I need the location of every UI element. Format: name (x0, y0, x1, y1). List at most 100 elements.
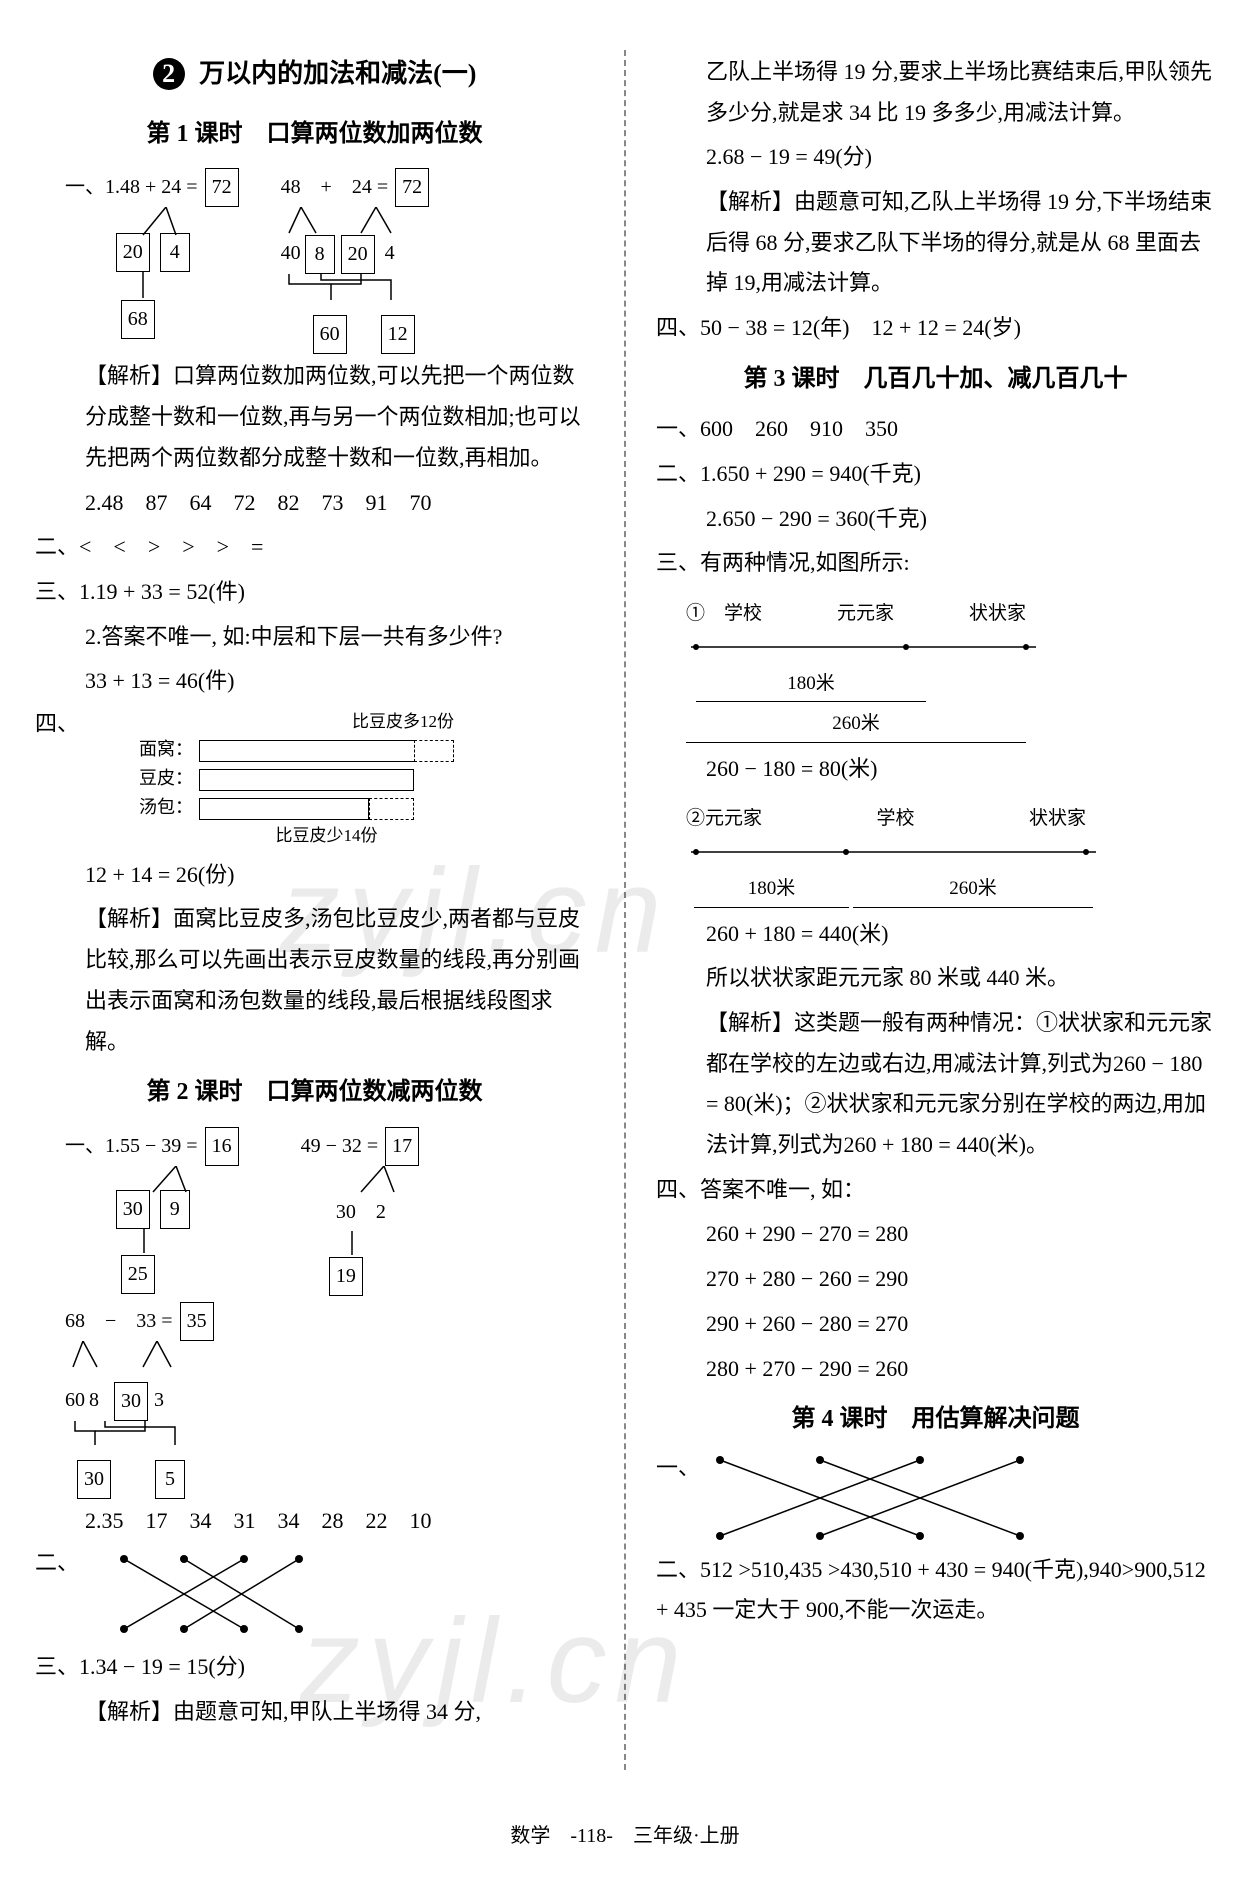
answer-row: 2.650 − 290 = 360(千克) (656, 499, 1215, 540)
chapter-number-badge: 2 (153, 58, 185, 90)
answer-row: 三、有两种情况,如图所示: (656, 543, 1215, 584)
nl-label: 学校 (876, 801, 914, 836)
val: 40 (281, 235, 301, 274)
lesson4-title: 第 4 课时 用估算解决问题 (656, 1397, 1215, 1441)
conclusion: 所以状状家距元元家 80 米或 440 米。 (656, 958, 1215, 999)
number-line-2: ②元元家 学校 状状家 180米 260米 (686, 801, 1215, 907)
nl-axis (686, 845, 1106, 859)
note: 比豆皮少14份 (199, 822, 454, 849)
bar (199, 769, 414, 791)
nl-label: 元元家 (837, 596, 894, 631)
bar (199, 798, 369, 820)
merge-lines (281, 274, 451, 302)
answer-row: 三、1.34 − 19 = 15(分) (35, 1647, 594, 1688)
bar-gap (369, 798, 414, 820)
val: 30 (336, 1201, 356, 1223)
box: 4 (160, 233, 190, 272)
chapter-title: 2 万以内的加法和减法(一) (35, 50, 594, 98)
val: 60 (65, 1382, 85, 1421)
explanation: 【解析】由题意可知,乙队上半场得 19 分,下半场结束后得 68 分,要求乙队下… (656, 182, 1215, 304)
left-column: 2 万以内的加法和减法(一) 第 1 课时 口算两位数加两位数 一、1.48 +… (35, 50, 594, 1770)
answer-row: 33 + 13 = 46(件) (35, 661, 594, 702)
lesson1-title: 第 1 课时 口算两位数加两位数 (35, 112, 594, 156)
bar-label: 豆皮： (139, 764, 199, 793)
nl-len: 180米 (748, 878, 796, 899)
answer-row: 2.35 17 34 31 34 28 22 10 (35, 1501, 594, 1542)
section-label: 一、 (656, 1448, 700, 1489)
box: 68 (121, 300, 155, 339)
answer-row: 二、512 >510,435 >430,510 + 430 = 940(千克),… (656, 1550, 1215, 1631)
decomp-diagram-1: 一、1.48 + 24 = 72 204 68 48 + 24 = 72 40 … (65, 162, 594, 354)
explanation-cont: 乙队上半场得 19 分,要求上半场比赛结束后,甲队领先多少分,就是求 34 比 … (656, 52, 1215, 133)
matching-diagram (109, 1549, 309, 1639)
bar-label: 汤包： (139, 793, 199, 822)
merge-line (118, 1229, 188, 1255)
box: 20 (341, 235, 375, 274)
answer-box: 16 (205, 1127, 239, 1166)
val: 4 (385, 235, 395, 274)
answer-box: 17 (385, 1127, 419, 1166)
answer-row: 2.答案不唯一, 如:中层和下层一共有多少件? (35, 617, 594, 658)
eq: 一、1.55 − 39 = (65, 1135, 198, 1157)
section-label: 二、 (35, 1543, 79, 1584)
box: 8 (305, 235, 335, 274)
val: 8 (89, 1382, 99, 1421)
box: 12 (381, 315, 415, 354)
nl-len: 260米 (949, 878, 997, 899)
bar (199, 740, 414, 762)
matching-diagram (700, 1448, 1060, 1548)
nl-label: ②元元家 (686, 801, 762, 836)
explanation: 【解析】由题意可知,甲队上半场得 34 分, (35, 1692, 594, 1733)
page-footer: 数学 -118- 三年级·上册 (0, 1818, 1250, 1855)
lesson2-title: 第 2 课时 口算两位数减两位数 (35, 1070, 594, 1114)
split-lines (65, 1341, 235, 1369)
cross-diagram-section: 二、 (35, 1543, 594, 1645)
answer-box: 72 (395, 168, 429, 207)
note: 比豆皮多12份 (139, 708, 454, 735)
answer-row: 一、600 260 910 350 (656, 409, 1215, 450)
bar-label: 面窝： (139, 735, 199, 764)
nl-label: 状状家 (1029, 801, 1086, 836)
answer-row: 260 + 290 − 270 = 280 (656, 1214, 1215, 1255)
answer-row: 四、50 − 38 = 12(年) 12 + 12 = 24(岁) (656, 308, 1215, 349)
bar-extra (414, 740, 454, 762)
nl-len: 180米 (787, 673, 835, 694)
box: 19 (329, 1257, 363, 1296)
box: 25 (121, 1255, 155, 1294)
nl-len: 260米 (832, 713, 880, 734)
section-label: 四、 (35, 704, 79, 745)
split-lines (326, 1166, 396, 1194)
eq: 48 + 24 = (281, 176, 389, 198)
merge-line (118, 272, 188, 300)
nl-label: ① 学校 (686, 596, 762, 631)
number-line-1: ① 学校 元元家 状状家 180米 260米 (686, 596, 1215, 743)
lesson3-title: 第 3 课时 几百几十加、减几百几十 (656, 357, 1215, 401)
answer-box: 72 (205, 168, 239, 207)
merge-line (326, 1231, 396, 1257)
answer-row: 四、答案不唯一, 如： (656, 1170, 1215, 1211)
answer-box: 35 (180, 1302, 214, 1341)
decomp-diagram-2: 一、1.55 − 39 = 16 309 25 49 − 32 = 17 30 … (65, 1121, 594, 1296)
answer-row: 260 − 180 = 80(米) (656, 749, 1215, 790)
explanation: 【解析】这类题一般有两种情况：①状状家和元元家都在学校的左边或右边,用减法计算,… (656, 1003, 1215, 1166)
right-column: 乙队上半场得 19 分,要求上半场比赛结束后,甲队领先多少分,就是求 34 比 … (656, 50, 1215, 1770)
box: 5 (155, 1460, 185, 1499)
eq: 68 − 33 = (65, 1310, 173, 1332)
cross-diagram-section: 一、 (656, 1448, 1215, 1548)
answer-row: 260 + 180 = 440(米) (656, 914, 1215, 955)
val: 3 (154, 1382, 164, 1421)
answer-row: 2.48 87 64 72 82 73 91 70 (35, 483, 594, 524)
box: 20 (116, 233, 150, 272)
box: 9 (160, 1190, 190, 1229)
explanation: 【解析】面窝比豆皮多,汤包比豆皮少,两者都与豆皮比较,那么可以先画出表示豆皮数量… (35, 899, 594, 1062)
nl-label: 状状家 (969, 596, 1026, 631)
split-lines (281, 207, 451, 235)
two-column-layout: 2 万以内的加法和减法(一) 第 1 课时 口算两位数加两位数 一、1.48 +… (35, 50, 1215, 1770)
eq: 一、1.48 + 24 = (65, 176, 198, 198)
box: 30 (114, 1382, 148, 1421)
answer-row: 二、< < > > > = (35, 527, 594, 568)
nl-axis (686, 640, 1046, 654)
bar-diagram-section: 四、 比豆皮多12份 面窝： 豆皮： 汤包： 比豆皮少14份 (35, 704, 594, 853)
answer-row: 270 + 280 − 260 = 290 (656, 1259, 1215, 1300)
answer-row: 290 + 260 − 280 = 270 (656, 1304, 1215, 1345)
